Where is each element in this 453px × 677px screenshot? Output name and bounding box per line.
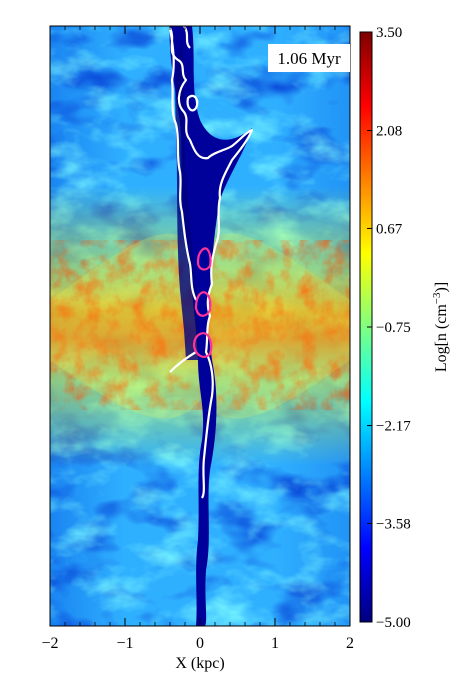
magenta-contour-3: [192, 332, 213, 358]
colorbar-label: Log[n (cm−3)]: [431, 282, 450, 372]
x-axis-label: X (kpc): [175, 655, 224, 672]
colorbar-tick-label: 3.50: [376, 25, 402, 41]
colorbar-tick-label: −2.17: [376, 419, 411, 435]
density-map: [50, 26, 350, 626]
x-tick-label: −1: [116, 635, 133, 652]
magenta-contour-1: [196, 247, 212, 271]
colorbar-tick-label: 2.08: [376, 124, 402, 140]
colorbar-tick-label: −3.58: [376, 516, 411, 532]
x-tick-label: −2: [41, 635, 58, 652]
time-label: 1.06 Myr: [277, 49, 341, 68]
colorbar-tick-label: −0.75: [376, 320, 411, 336]
x-tick-label: 1: [271, 635, 279, 652]
x-tick-label: 0: [196, 635, 204, 652]
white-contour-ring: [186, 94, 199, 112]
colorbar-tick-label: −5.00: [376, 615, 411, 631]
x-axis: −2 −1 0 1 2: [41, 26, 354, 652]
white-contour-upper: [168, 27, 254, 499]
colorbar-ticks: 3.50 2.08 0.67 −0.75 −2.17 −3.58 −5.00: [367, 25, 411, 631]
x-tick-label: 2: [346, 635, 354, 652]
outflow-chimney: [169, 26, 252, 626]
colorbar-tick-label: 0.67: [376, 221, 403, 237]
magenta-contour-2: [194, 291, 212, 317]
time-annotation: 1.06 Myr: [268, 44, 350, 72]
